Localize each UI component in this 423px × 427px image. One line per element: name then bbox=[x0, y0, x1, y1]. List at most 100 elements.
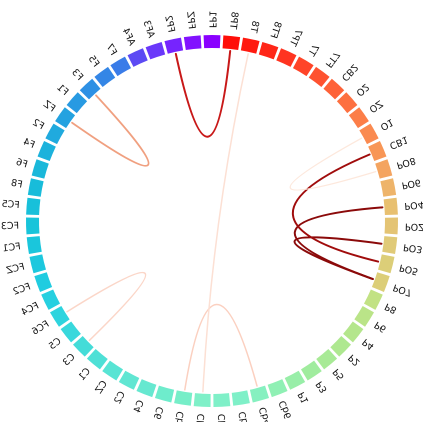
node-label-af3: AF3 bbox=[140, 19, 156, 40]
node-label-po8: PO8 bbox=[395, 154, 417, 170]
node-segment-cb5 bbox=[174, 390, 193, 406]
node-label-f7: F7 bbox=[103, 42, 118, 58]
node-segment-oz bbox=[348, 107, 369, 129]
node-segment-p4 bbox=[343, 321, 364, 343]
node-segment-cb2 bbox=[323, 78, 345, 100]
node-segment-p6 bbox=[354, 306, 374, 327]
link-po5-cb1 bbox=[291, 153, 380, 263]
node-label-p5: P5 bbox=[331, 366, 347, 382]
node-segment-fz bbox=[55, 107, 76, 129]
node-label-poz: POZ bbox=[405, 221, 423, 233]
node-label-fcz: FCZ bbox=[5, 261, 26, 276]
node-segment-cb3 bbox=[193, 393, 211, 407]
node-label-p8: P8 bbox=[383, 300, 398, 315]
link-fp2-tp8 bbox=[174, 49, 232, 138]
node-label-c3: C3 bbox=[61, 352, 78, 369]
node-segment-po6 bbox=[380, 178, 397, 197]
node-segment-c5 bbox=[60, 321, 81, 343]
node-label-fc5: FC5 bbox=[1, 199, 20, 211]
node-segment-f1 bbox=[66, 92, 88, 114]
node-label-oz: OZ bbox=[367, 97, 385, 114]
node-label-po3: PO3 bbox=[403, 241, 423, 254]
node-segment-p2 bbox=[330, 335, 352, 357]
node-segment-f4 bbox=[37, 140, 56, 162]
node-label-t8: T8 bbox=[247, 20, 260, 35]
node-label-po6: PO6 bbox=[401, 176, 422, 190]
node-segment-c4 bbox=[136, 379, 157, 398]
node-label-c1: C1 bbox=[76, 366, 93, 383]
node-label-o1: O1 bbox=[378, 116, 395, 132]
node-segment-poz bbox=[384, 217, 399, 235]
link-po7-po4 bbox=[293, 206, 384, 281]
link-cb5-cb4 bbox=[184, 303, 258, 391]
node-label-c2: C2 bbox=[112, 390, 128, 406]
node-label-po4: PO4 bbox=[404, 199, 423, 212]
node-segment-po8 bbox=[375, 159, 393, 179]
links-layer bbox=[66, 49, 384, 393]
node-segment-fpz bbox=[183, 35, 202, 50]
node-segment-fc3 bbox=[25, 217, 40, 235]
node-segment-fp1 bbox=[203, 34, 221, 49]
node-segment-po3 bbox=[382, 236, 398, 255]
node-segment-f7 bbox=[110, 56, 132, 77]
link-cb3-t8 bbox=[202, 53, 249, 393]
node-segment-af4 bbox=[127, 48, 148, 67]
link-o1-po8 bbox=[289, 137, 377, 191]
node-label-fp1: FP1 bbox=[207, 11, 218, 28]
node-label-t7: T7 bbox=[305, 42, 321, 59]
node-segment-cz bbox=[102, 360, 124, 381]
node-label-fc3: FC3 bbox=[1, 221, 19, 232]
node-label-p1: P1 bbox=[296, 390, 311, 406]
node-segment-c2 bbox=[118, 370, 140, 390]
node-segment-cb4 bbox=[249, 385, 270, 403]
node-label-cz: CZ bbox=[93, 379, 110, 396]
node-segment-f6 bbox=[31, 159, 49, 179]
node-segment-f2 bbox=[45, 123, 65, 145]
node-label-cb1: Cb1 bbox=[217, 413, 229, 422]
node-label-c5: C5 bbox=[47, 336, 64, 352]
node-segment-o1 bbox=[359, 123, 379, 145]
node-label-tp8: TP8 bbox=[227, 11, 240, 31]
link-fc6-c3 bbox=[66, 271, 147, 342]
node-segment-af3 bbox=[145, 41, 166, 60]
node-label-tp7: TP7 bbox=[286, 27, 304, 48]
node-segment-ft7 bbox=[308, 66, 330, 87]
node-segment-cb6 bbox=[267, 379, 288, 398]
node-segment-po7 bbox=[371, 272, 390, 292]
node-label-cb4: Cb4 bbox=[257, 406, 273, 422]
link-f3-fz bbox=[71, 94, 150, 167]
ring-layer bbox=[25, 34, 399, 407]
node-segment-tp8 bbox=[222, 35, 241, 50]
node-label-c4: C4 bbox=[132, 399, 147, 415]
node-label-cb5: Cb5 bbox=[173, 411, 187, 422]
node-segment-f3 bbox=[79, 78, 101, 100]
node-segment-p1 bbox=[284, 370, 306, 390]
node-segment-fc2 bbox=[34, 272, 53, 292]
node-segment-p5 bbox=[316, 349, 338, 370]
node-segment-o2 bbox=[336, 92, 358, 114]
node-label-fc1: FC1 bbox=[2, 241, 21, 254]
node-label-o2: O2 bbox=[354, 81, 371, 98]
node-label-po7: PO7 bbox=[392, 281, 414, 298]
node-label-cb1: CB1 bbox=[388, 133, 410, 151]
node-segment-f5 bbox=[94, 66, 116, 87]
node-segment-fp2 bbox=[164, 37, 184, 54]
node-label-cb3: Cb3 bbox=[195, 413, 207, 422]
node-segment-cb2 bbox=[231, 390, 250, 406]
node-label-f1: F1 bbox=[54, 82, 70, 98]
node-segment-p3 bbox=[300, 360, 322, 381]
node-segment-fcz bbox=[29, 254, 46, 274]
node-label-fp2: FP2 bbox=[162, 14, 176, 33]
node-segment-f8 bbox=[27, 178, 44, 197]
node-label-fz: FZ bbox=[41, 98, 58, 114]
node-label-cb6: Cb6 bbox=[277, 399, 294, 420]
node-label-po5: PO5 bbox=[398, 261, 419, 276]
node-segment-tp7 bbox=[276, 48, 297, 67]
node-segment-po5 bbox=[378, 254, 395, 274]
node-segment-t7 bbox=[292, 56, 314, 77]
node-segment-c1 bbox=[86, 349, 108, 370]
node-segment-ft8 bbox=[258, 41, 279, 60]
node-segment-fc4 bbox=[41, 289, 61, 310]
